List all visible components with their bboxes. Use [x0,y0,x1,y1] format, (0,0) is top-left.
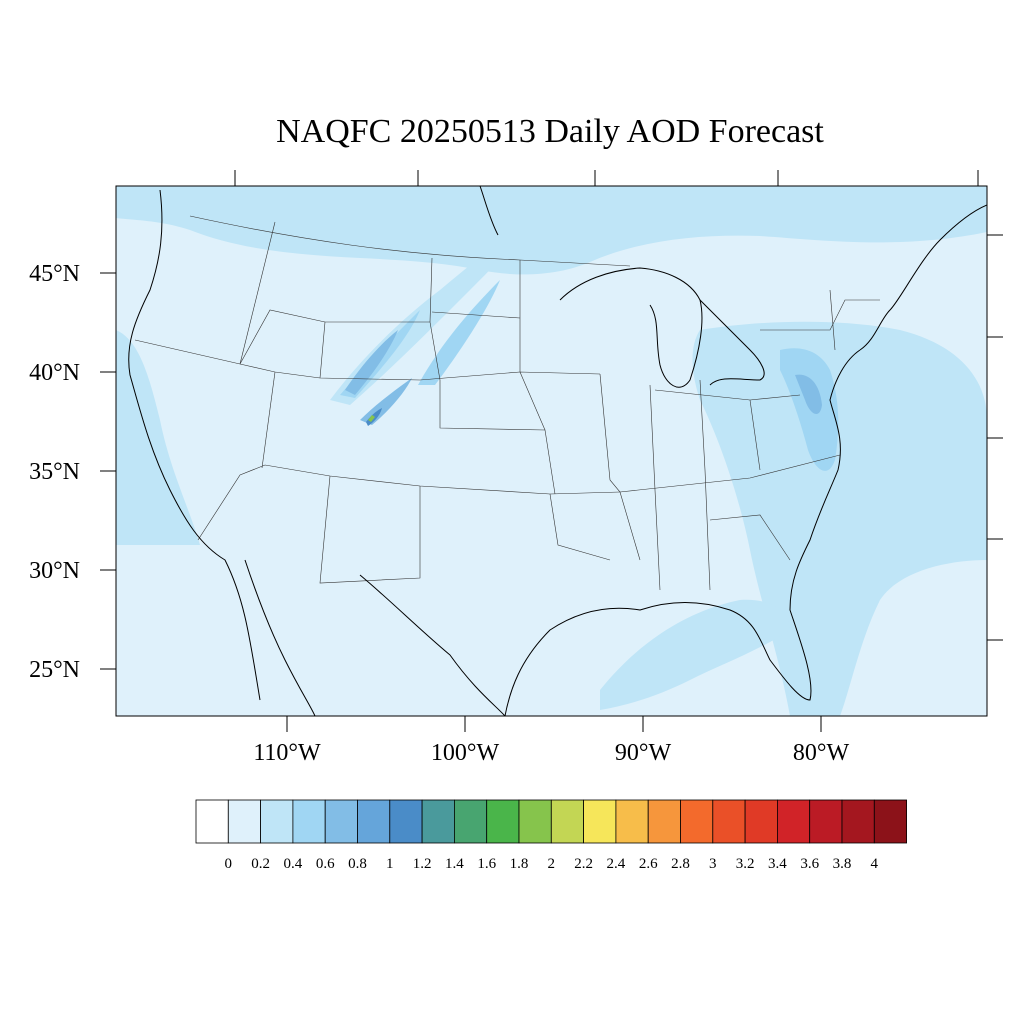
colorbar-swatch [292,799,326,844]
axis-ticks [100,170,1003,732]
colorbar-swatch [712,799,746,844]
longitude-labels: 110°W 100°W 90°W 80°W [253,740,849,766]
colorbar-tick-label: 3.8 [833,856,852,872]
colorbar-tick-label: 2.8 [671,856,690,872]
colorbar-swatch [357,799,391,844]
colorbar-tick-label: 0.8 [348,856,367,872]
colorbar-swatch [389,799,423,844]
lon-label-80w: 80°W [793,740,850,766]
colorbar-swatch [583,799,617,844]
lat-label-40: 40°N [29,360,80,386]
lon-label-110w: 110°W [253,740,321,766]
colorbar-swatch [453,799,488,844]
colorbar-tick-label: 1.4 [445,856,464,872]
lat-label-30: 30°N [29,558,80,584]
lat-label-45: 45°N [29,261,80,287]
colorbar-tick-label: 2.6 [639,856,658,872]
colorbar-tick-label: 3.4 [768,856,787,872]
colorbar-tick-label: 3.6 [800,856,819,872]
colorbar-swatch [227,799,262,844]
lat-label-25: 25°N [29,657,80,683]
colorbar-swatch [841,799,875,844]
colorbar-tick-label: 1.6 [477,856,496,872]
colorbar-tick-label: 1.2 [413,856,432,872]
map-title: NAQFC 20250513 Daily AOD Forecast [276,113,824,150]
colorbar-tick-label: 1.8 [510,856,529,872]
lon-label-90w: 90°W [615,740,672,766]
colorbar-tick-label: 2.4 [607,856,626,872]
map-panel [115,185,988,717]
colorbar: 0 0.2 0.4 0.6 0.8 1 1.2 1.4 1.6 1.8 2 2.2 2.4 2.6 2.8 3… [195,799,907,872]
colorbar-swatch [195,799,229,844]
colorbar-swatch [486,799,520,844]
colorbar-swatch [744,799,778,844]
lat-label-35: 35°N [29,459,80,485]
colorbar-swatch [550,799,584,844]
colorbar-swatch [518,799,552,844]
colorbar-swatch [873,799,907,844]
colorbar-tick-label: 4 [871,856,879,872]
colorbar-swatch [647,799,681,844]
colorbar-tick-label: 0.2 [251,856,270,872]
map-frame [115,185,988,717]
colorbar-swatch [809,799,843,844]
colorbar-swatch [777,799,811,844]
colorbar-tick-label: 3 [709,856,717,872]
coastlines [128,186,987,716]
colorbar-swatch [421,799,455,844]
colorbar-tick-label: 2 [548,856,556,872]
latitude-labels: 45°N 40°N 35°N 30°N 25°N [29,261,80,683]
colorbar-tick-label: 1 [386,856,394,872]
colorbar-tick-label: 2.2 [574,856,593,872]
colorbar-tick-label: 0.6 [316,856,335,872]
colorbar-swatch [680,799,714,844]
colorbar-swatch [324,799,358,844]
colorbar-tick-label: 3.2 [736,856,755,872]
colorbar-tick-label: 0.4 [284,856,303,872]
colorbar-swatch [260,799,294,844]
colorbar-tick-label: 0 [225,856,233,872]
colorbar-swatch [615,799,649,844]
state-boundaries [134,215,880,591]
lon-label-100w: 100°W [431,740,500,766]
aod-field [116,186,987,716]
